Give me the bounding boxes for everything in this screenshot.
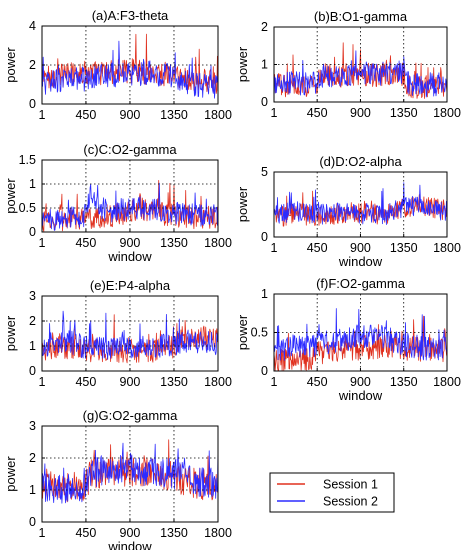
x-axis-label: window bbox=[107, 249, 152, 264]
chart-panel-6: 1 450 900 1350 1800 0 0.5 1 (f)F:O2-gamma power wi… bbox=[235, 276, 461, 403]
chart-title: (c)C:O2-gamma bbox=[83, 142, 177, 157]
chart-panel-7: 1 450 900 1350 18000123(g)G:O2-gammapowerwin… bbox=[3, 408, 232, 550]
y-tick-label: 0.5 bbox=[251, 326, 268, 340]
y-axis-label: power bbox=[235, 186, 250, 222]
x-tick-label: 1350 bbox=[390, 241, 418, 255]
y-tick-label: 5 bbox=[261, 165, 268, 179]
series-line-session-1 bbox=[42, 439, 218, 503]
x-tick-label: 450 bbox=[307, 106, 328, 120]
x-tick-label: 1 bbox=[271, 375, 278, 389]
y-tick-label: 3 bbox=[29, 419, 36, 433]
legend: Session 1 Session 2 bbox=[269, 472, 395, 513]
x-tick-label: 450 bbox=[75, 526, 96, 540]
chart-title: (a)A:F3-theta bbox=[92, 8, 169, 23]
x-tick-label: 1350 bbox=[390, 375, 418, 389]
x-tick-label: 1800 bbox=[433, 241, 461, 255]
x-tick-label: 900 bbox=[120, 108, 141, 122]
x-tick-label: 1800 bbox=[433, 106, 461, 120]
y-tick-label: 1.5 bbox=[19, 153, 36, 167]
x-tick-label: 1 bbox=[39, 526, 46, 540]
x-tick-label: 1800 bbox=[433, 375, 461, 389]
series-line-session-2 bbox=[42, 182, 218, 231]
chart-panel-4: 1 450 900 1350 1800 0 5 (d)D:O2-alpha power windo… bbox=[235, 154, 461, 269]
x-tick-label: 1 bbox=[271, 106, 278, 120]
y-tick-label: 0 bbox=[29, 515, 36, 529]
series-line-session-1 bbox=[42, 33, 218, 94]
x-tick-label: 1350 bbox=[160, 236, 188, 250]
x-tick-label: 900 bbox=[120, 236, 141, 250]
y-axis-label: power bbox=[3, 47, 18, 83]
y-axis-label: power bbox=[3, 315, 18, 351]
x-axis-label: window bbox=[338, 388, 383, 403]
x-tick-label: 1350 bbox=[160, 526, 188, 540]
legend-label: Session 1 bbox=[323, 478, 378, 492]
x-tick-label: 1800 bbox=[204, 108, 232, 122]
series-line-session-2 bbox=[274, 308, 447, 361]
x-tick-label: 1800 bbox=[204, 236, 232, 250]
y-tick-label: 0 bbox=[261, 230, 268, 244]
x-axis-label: window bbox=[338, 254, 383, 269]
x-tick-label: 450 bbox=[307, 241, 328, 255]
y-tick-label: 2 bbox=[29, 314, 36, 328]
x-tick-label: 450 bbox=[75, 375, 96, 389]
y-axis-label: power bbox=[235, 46, 250, 82]
legend-box bbox=[269, 472, 395, 513]
y-tick-label: 0 bbox=[29, 364, 36, 378]
x-tick-label: 1350 bbox=[390, 106, 418, 120]
x-tick-label: 900 bbox=[120, 526, 141, 540]
x-tick-label: 1 bbox=[39, 108, 46, 122]
x-tick-label: 1800 bbox=[204, 375, 232, 389]
y-axis-label: power bbox=[3, 456, 18, 492]
chart-title: (d)D:O2-alpha bbox=[319, 154, 402, 169]
y-tick-label: 4 bbox=[29, 19, 36, 33]
x-axis-label: window bbox=[107, 539, 152, 550]
x-tick-label: 900 bbox=[350, 375, 371, 389]
y-tick-label: 1 bbox=[261, 58, 268, 72]
chart-title: (g)G:O2-gamma bbox=[83, 408, 178, 423]
x-tick-label: 900 bbox=[120, 375, 141, 389]
x-tick-label: 450 bbox=[307, 375, 328, 389]
x-tick-label: 900 bbox=[350, 106, 371, 120]
y-tick-label: 0 bbox=[261, 364, 268, 378]
chart-panel-3: 1 450 900 1350 1800 0 0.5 1 1.5 (c)C:O2-gamma powe… bbox=[3, 142, 232, 264]
x-tick-label: 1 bbox=[39, 375, 46, 389]
chart-panel-1: 1 450 900 1350 1800 0 2 4 (a)A:F3-theta power bbox=[3, 8, 232, 122]
x-tick-label: 1 bbox=[271, 241, 278, 255]
y-tick-label: 1 bbox=[261, 287, 268, 301]
legend-label: Session 2 bbox=[323, 495, 378, 509]
y-tick-label: 0 bbox=[261, 95, 268, 109]
chart-title: (e)E:P4-alpha bbox=[90, 278, 171, 293]
y-tick-label: 3 bbox=[29, 289, 36, 303]
y-tick-label: 0.5 bbox=[19, 201, 36, 215]
x-tick-label: 900 bbox=[350, 241, 371, 255]
y-tick-label: 1 bbox=[29, 339, 36, 353]
y-tick-label: 1 bbox=[29, 177, 36, 191]
x-tick-label: 1 bbox=[39, 236, 46, 250]
y-axis-label: power bbox=[235, 314, 250, 350]
y-tick-label: 0 bbox=[29, 97, 36, 111]
chart-title: (b)B:O1-gamma bbox=[314, 9, 408, 24]
x-tick-label: 1800 bbox=[204, 526, 232, 540]
x-tick-label: 1350 bbox=[160, 108, 188, 122]
x-tick-label: 450 bbox=[75, 108, 96, 122]
y-axis-label: power bbox=[3, 178, 18, 214]
x-tick-label: 450 bbox=[75, 236, 96, 250]
y-tick-label: 2 bbox=[29, 58, 36, 72]
y-tick-label: 2 bbox=[261, 20, 268, 34]
x-tick-label: 1350 bbox=[160, 375, 188, 389]
y-tick-label: 2 bbox=[29, 451, 36, 465]
chart-title: (f)F:O2-gamma bbox=[316, 276, 406, 291]
y-tick-label: 0 bbox=[29, 225, 36, 239]
y-tick-label: 1 bbox=[29, 483, 36, 497]
